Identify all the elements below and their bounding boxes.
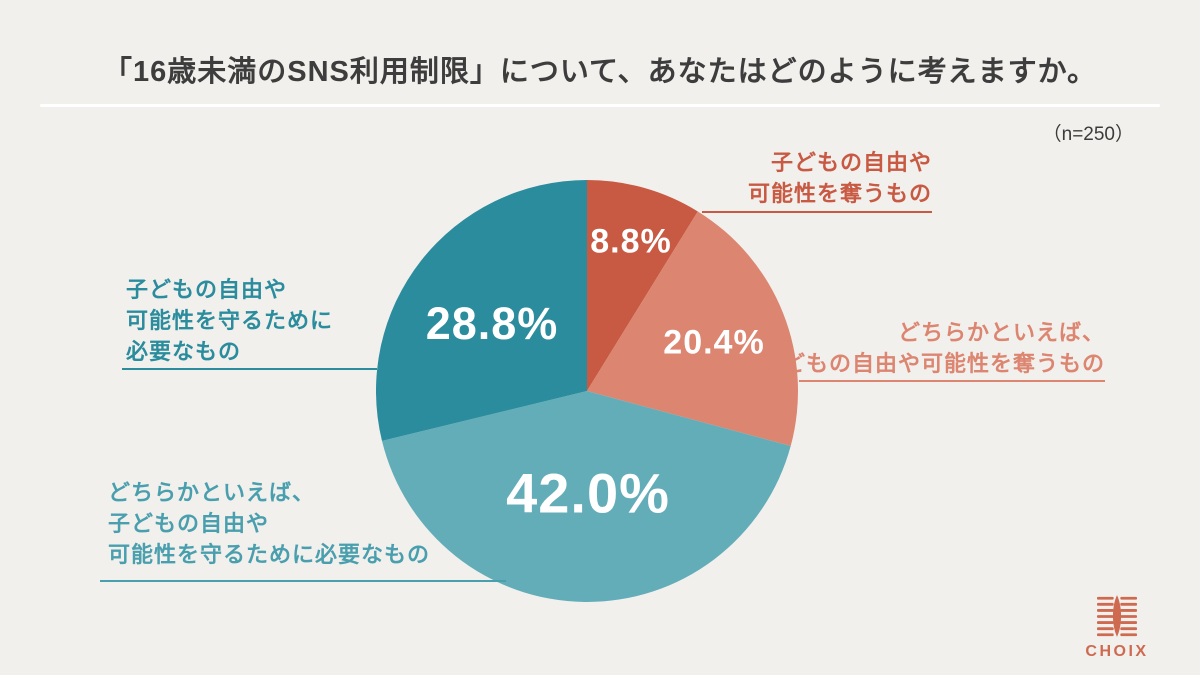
logo-stripe <box>1097 609 1114 612</box>
callout-line: 子どもの自由や <box>770 150 932 175</box>
pie-slice <box>376 180 587 441</box>
title-divider <box>40 104 1160 107</box>
leader-line-somewhat-necessary <box>100 580 506 582</box>
leader-line-deprive <box>702 211 932 213</box>
pie-value-label: 20.4% <box>663 323 765 362</box>
logo-stripe <box>1120 633 1137 637</box>
callout-line: どちらかといえば、 <box>897 320 1105 345</box>
logo-stripe <box>1097 596 1114 600</box>
logo-stripe <box>1120 615 1137 618</box>
logo-stripe <box>1097 615 1114 618</box>
callout-label-necessary: 子どもの自由や 可能性を守るために 必要なもの <box>126 274 333 367</box>
brand-logo: CHOIX <box>1062 591 1172 661</box>
leader-line-necessary <box>122 368 377 370</box>
pie-value-label: 8.8% <box>590 222 672 261</box>
callout-line: 可能性を守るために <box>126 308 334 333</box>
logo-stripe <box>1097 602 1114 606</box>
sample-size-label: （n=250） <box>1042 124 1134 145</box>
callout-line: 子どもの自由や可能性を奪うもの <box>759 351 1105 376</box>
callout-line: 可能性を奪うもの <box>747 181 932 206</box>
callout-line: どちらかといえば、 <box>108 480 316 505</box>
pie-value-label: 42.0% <box>506 461 670 525</box>
logo-stripe <box>1120 609 1137 612</box>
logo-stripe <box>1120 602 1137 606</box>
callout-line: 可能性を守るために必要なもの <box>108 542 431 567</box>
choix-logo-icon <box>1097 595 1137 637</box>
callout-label-somewhat-deprive: どちらかといえば、 子どもの自由や可能性を奪うもの <box>760 317 1105 379</box>
page-title: 「16歳未満のSNS利用制限」について、あなたはどのように考えますか。 <box>103 56 1097 88</box>
logo-stripe <box>1120 596 1137 600</box>
logo-stripe <box>1097 621 1114 624</box>
logo-stripe <box>1120 627 1137 631</box>
pie-chart <box>376 180 798 602</box>
callout-label-deprive: 子どもの自由や 可能性を奪うもの <box>748 147 932 209</box>
pie-slice <box>381 391 791 602</box>
pie-value-label: 28.8% <box>425 298 559 349</box>
callout-label-somewhat-necessary: どちらかといえば、 子どもの自由や 可能性を守るために必要なもの <box>108 477 430 570</box>
pie-slice <box>587 211 798 447</box>
leader-line-somewhat-deprive <box>799 380 1105 382</box>
callout-line: 子どもの自由や <box>108 511 270 536</box>
brand-logo-text: CHOIX <box>1085 643 1149 660</box>
logo-stripe <box>1097 627 1114 631</box>
pie-slice <box>587 180 698 391</box>
callout-line: 子どもの自由や <box>126 277 288 302</box>
callout-line: 必要なもの <box>126 339 242 364</box>
logo-stripe <box>1120 621 1137 624</box>
logo-stripe <box>1097 633 1114 637</box>
